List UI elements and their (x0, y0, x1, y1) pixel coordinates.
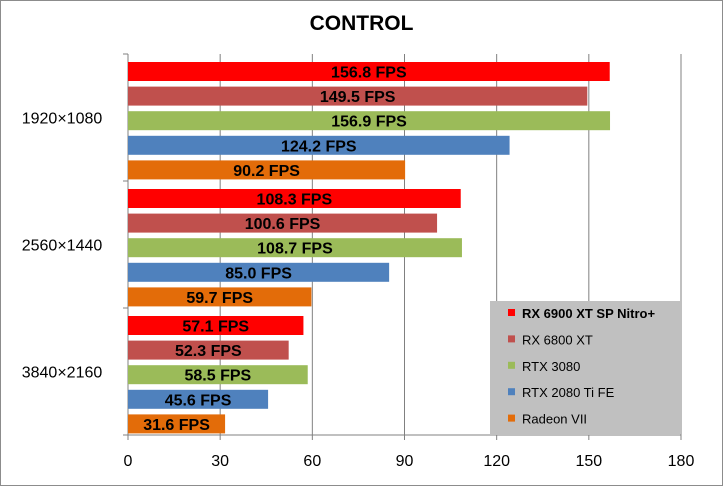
legend-swatch (508, 361, 515, 369)
data-label: 124.2 FPS (281, 138, 357, 155)
data-label: 52.3 FPS (175, 343, 242, 360)
legend-swatch (508, 309, 515, 316)
category-label: 1920×1080 (22, 111, 103, 128)
bar (128, 189, 461, 208)
x-tick-label: 0 (124, 453, 133, 470)
chart-title: CONTROL (309, 12, 414, 35)
category-label: 3840×2160 (22, 365, 103, 382)
x-tick-label: 120 (483, 453, 510, 470)
x-tick-label: 60 (303, 453, 321, 470)
data-label: 100.6 FPS (245, 216, 321, 233)
bar (128, 135, 510, 155)
legend-label: RX 6800 XT (522, 332, 593, 347)
bar (128, 414, 226, 434)
legend-swatch (508, 388, 515, 396)
legend-box (490, 301, 680, 435)
bar (128, 287, 312, 307)
bar (128, 62, 610, 81)
data-label: 156.9 FPS (331, 114, 407, 131)
data-label: 108.3 FPS (257, 192, 333, 209)
data-label: 58.5 FPS (185, 368, 252, 385)
bar (128, 86, 588, 106)
data-label: 90.2 FPS (233, 163, 300, 180)
legend-swatch (508, 335, 515, 343)
bar (128, 262, 390, 282)
bar (128, 340, 289, 360)
bar (128, 389, 269, 409)
bar (128, 160, 406, 180)
legend-label: Radeon VII (522, 412, 587, 427)
data-label: 108.7 FPS (257, 241, 333, 258)
bar (128, 238, 462, 258)
x-tick-label: 30 (211, 453, 229, 470)
data-label: 57.1 FPS (182, 319, 249, 336)
bar (128, 365, 308, 385)
bar (128, 213, 438, 233)
bar (128, 111, 611, 131)
data-label: 149.5 FPS (320, 89, 396, 106)
legend-swatch (508, 414, 515, 422)
data-label: 59.7 FPS (186, 290, 253, 307)
legend-label: RTX 3080 (522, 359, 580, 374)
x-tick-label: 90 (396, 453, 414, 470)
data-label: 156.8 FPS (331, 65, 407, 82)
x-tick-label: 180 (668, 453, 695, 470)
data-label: 31.6 FPS (143, 417, 210, 434)
data-label: 45.6 FPS (165, 392, 232, 409)
category-label: 2560×1440 (22, 238, 103, 255)
legend-label: RX 6900 XT SP Nitro+ (522, 306, 655, 321)
data-label: 85.0 FPS (225, 265, 292, 282)
bar (128, 316, 304, 335)
legend-label: RTX 2080 Ti FE (522, 385, 615, 400)
x-tick-label: 150 (575, 453, 602, 470)
